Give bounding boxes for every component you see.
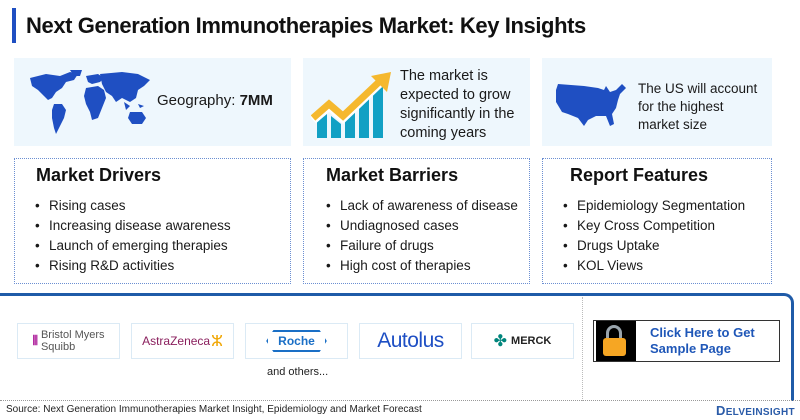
brand-initial: D: [716, 403, 726, 418]
source-text: Source: Next Generation Immunotherapies …: [6, 404, 422, 415]
geography-value: 7MM: [239, 92, 273, 109]
report-features-box: Report Features Epidemiology Segmentatio…: [542, 158, 772, 284]
logo-autolus: Autolus: [359, 323, 462, 359]
title-accent-bar: [12, 8, 16, 43]
cta-line1: Click Here to Get: [650, 325, 755, 340]
growth-line: coming years: [400, 125, 487, 141]
growth-line: The market is: [400, 68, 488, 84]
list-item: Epidemiology Segmentation: [563, 196, 745, 216]
market-drivers-title: Market Drivers: [36, 165, 162, 185]
market-barriers-list: Lack of awareness of disease Undiagnosed…: [326, 196, 518, 276]
list-item: High cost of therapies: [326, 256, 518, 276]
market-drivers-list: Rising cases Increasing disease awarenes…: [35, 196, 231, 276]
header: Next Generation Immunotherapies Market: …: [12, 8, 586, 43]
market-drivers-box: Market Drivers Rising cases Increasing d…: [14, 158, 291, 284]
list-item: Increasing disease awareness: [35, 216, 231, 236]
us-card: The US will account for the highest mark…: [542, 58, 772, 146]
get-sample-page-button[interactable]: Click Here to Get Sample Page: [593, 320, 780, 362]
list-item: Drugs Uptake: [563, 236, 745, 256]
market-barriers-title: Market Barriers: [326, 165, 459, 185]
us-line: for the highest: [638, 99, 724, 114]
autolus-wordmark: Autolus: [377, 329, 444, 352]
us-text: The US will account for the highest mark…: [638, 80, 757, 134]
bms-hand-icon: ⫴: [32, 333, 38, 348]
growth-chart-icon: [311, 72, 391, 138]
list-item: Undiagnosed cases: [326, 216, 518, 236]
report-features-title: Report Features: [570, 165, 709, 185]
geography-label: Geography:: [157, 92, 236, 109]
cta-label: Click Here to Get Sample Page: [636, 321, 755, 361]
unlock-icon: [596, 321, 636, 361]
logo-roche: Roche: [245, 323, 348, 359]
merck-symbol-icon: ✤: [493, 333, 508, 350]
growth-line: expected to grow: [400, 87, 511, 103]
logo-merck: ✤ MERCK: [471, 323, 574, 359]
logo-bristol-myers-squibb: ⫴ Bristol Myers Squibb: [17, 323, 120, 359]
lock-body: [603, 338, 626, 356]
roche-wordmark: Roche: [266, 330, 327, 352]
page-title: Next Generation Immunotherapies Market: …: [26, 12, 586, 38]
list-item: Failure of drugs: [326, 236, 518, 256]
list-item: Rising R&D activities: [35, 256, 231, 276]
us-map-icon: [556, 84, 626, 126]
lock-shackle: [606, 325, 622, 341]
geography-text: Geography: 7MM: [157, 91, 273, 110]
merck-wordmark: MERCK: [511, 335, 552, 347]
brand-rest: ELVEINSIGHT: [725, 407, 795, 418]
astrazeneca-wordmark: AstraZeneca: [142, 334, 211, 348]
list-item: Key Cross Competition: [563, 216, 745, 236]
companies-frame: [0, 293, 794, 401]
logo-astrazeneca: AstraZeneca ⵣ: [131, 323, 234, 359]
list-item: Launch of emerging therapies: [35, 236, 231, 256]
us-line: market size: [638, 117, 708, 132]
astrazeneca-symbol-icon: ⵣ: [211, 333, 223, 350]
bms-wordmark: Bristol Myers Squibb: [41, 329, 105, 353]
growth-line: significantly in the: [400, 106, 515, 122]
report-features-list: Epidemiology Segmentation Key Cross Comp…: [563, 196, 745, 276]
us-line: The US will account: [638, 81, 758, 96]
list-item: Lack of awareness of disease: [326, 196, 518, 216]
market-barriers-box: Market Barriers Lack of awareness of dis…: [303, 158, 530, 284]
growth-card: The market is expected to grow significa…: [303, 58, 530, 146]
cta-line2: Sample Page: [650, 341, 731, 356]
geography-card: Geography: 7MM: [14, 58, 291, 146]
divider: [582, 297, 583, 401]
list-item: KOL Views: [563, 256, 745, 276]
bms-line1: Bristol Myers: [40, 329, 105, 341]
footer-divider: [0, 400, 800, 401]
list-item: Rising cases: [35, 196, 231, 216]
world-map-icon: [30, 70, 150, 134]
growth-text: The market is expected to grow significa…: [400, 67, 514, 143]
others-label: and others...: [267, 366, 329, 378]
bms-line2: Squibb: [40, 341, 76, 353]
delveinsight-logo: DELVEINSIGHT: [716, 403, 795, 418]
